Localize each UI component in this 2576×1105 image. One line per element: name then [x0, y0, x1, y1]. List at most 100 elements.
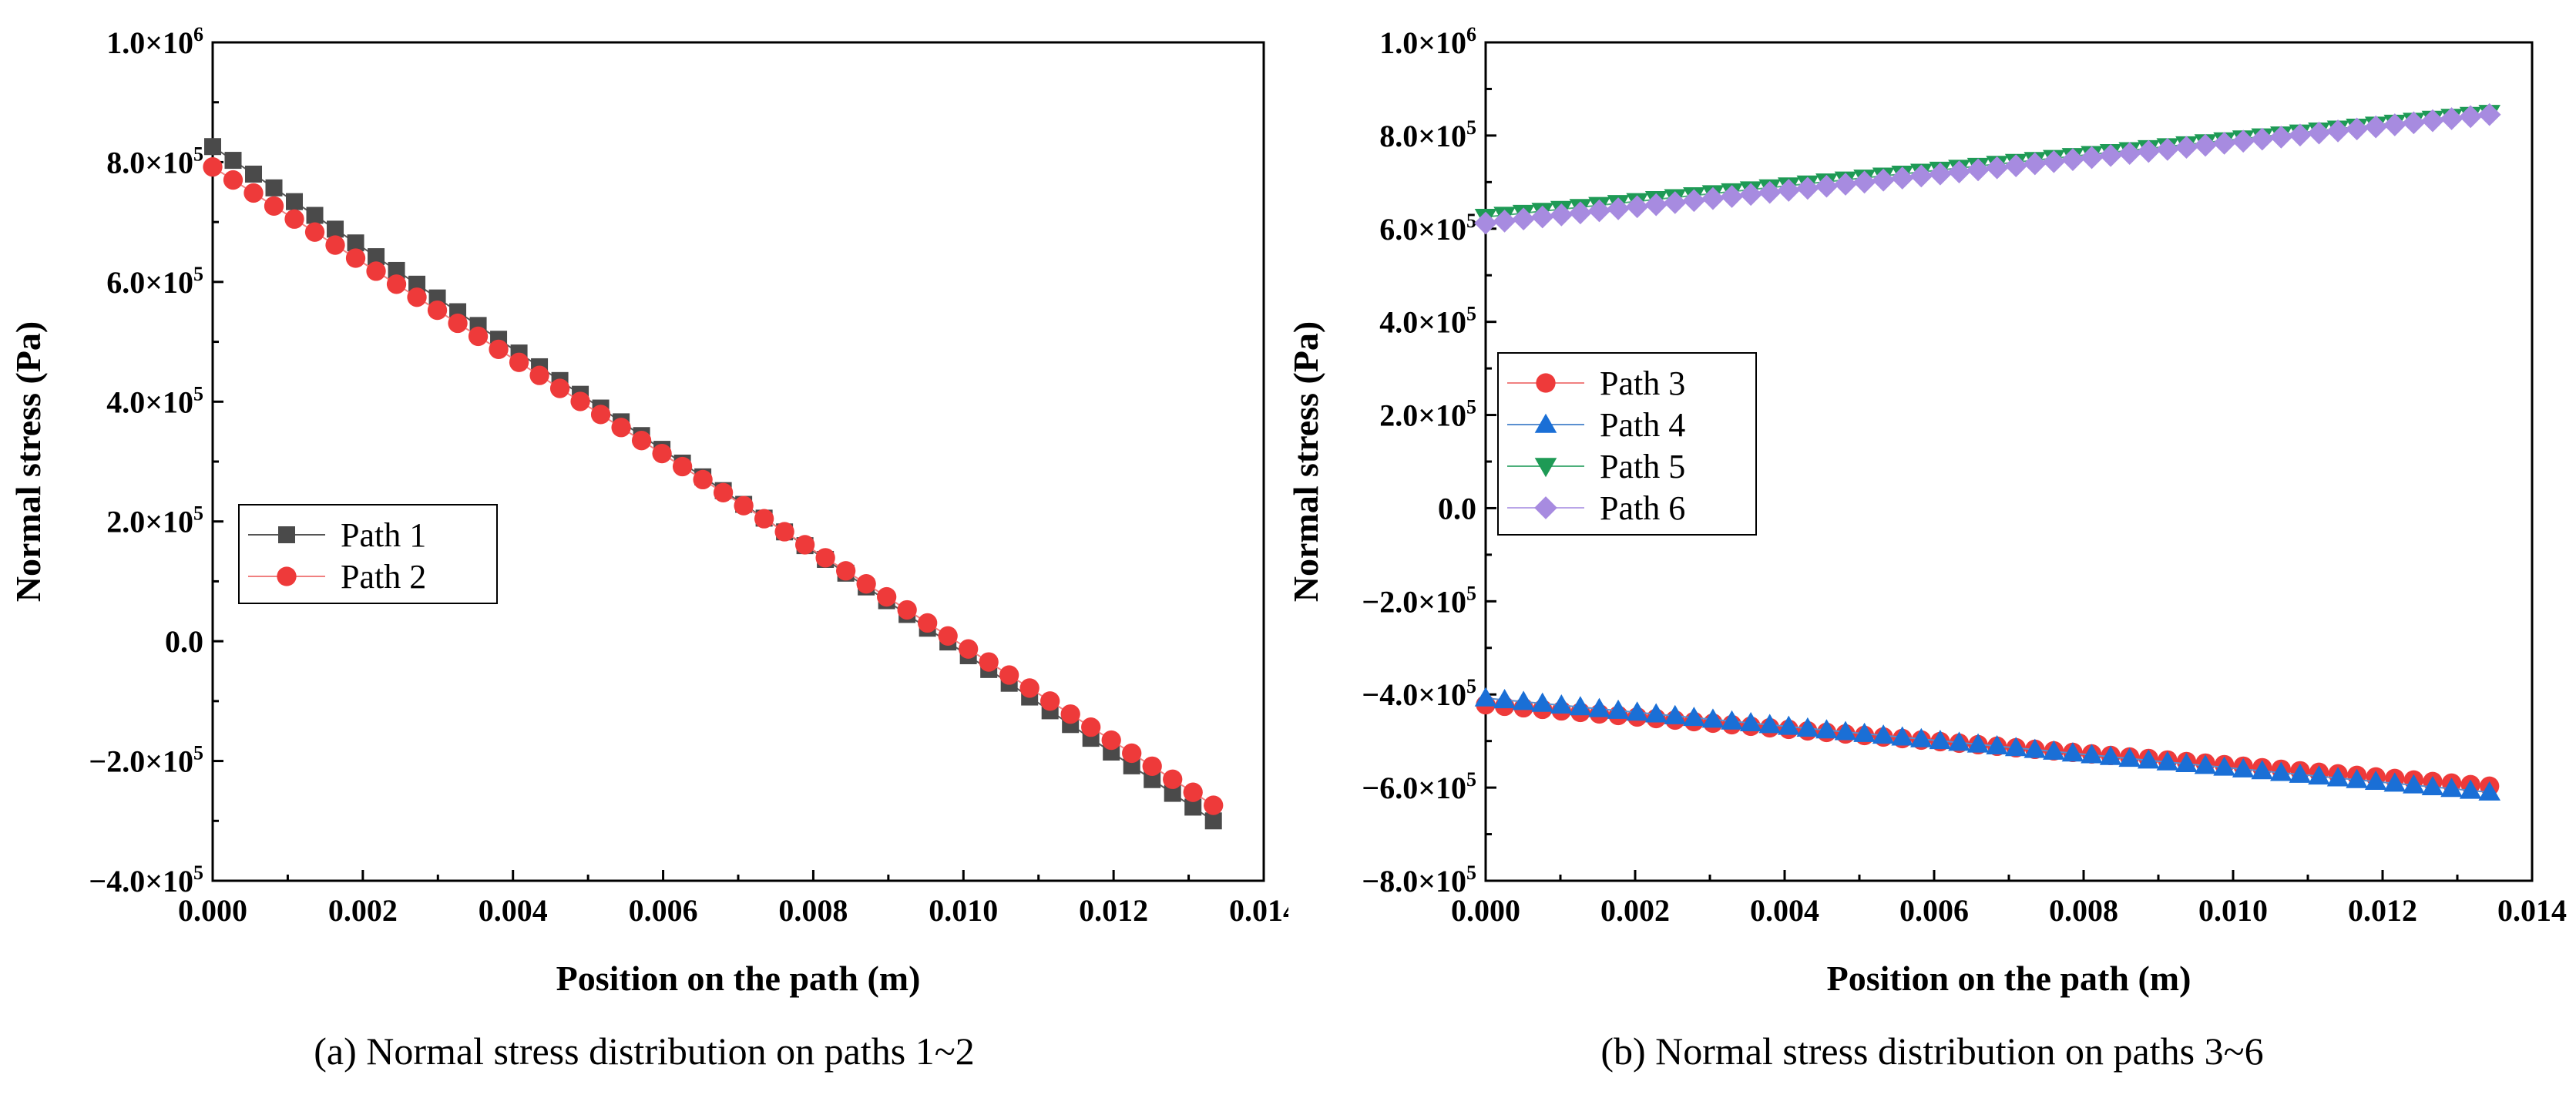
chart-a-caption: (a) Normal stress distribution on paths …	[314, 1029, 975, 1073]
data-point	[1852, 170, 1876, 194]
data-point	[1530, 205, 1554, 229]
y-tick-label: −4.0×105	[1362, 675, 1476, 712]
data-point	[388, 261, 405, 279]
data-point	[2326, 119, 2349, 143]
data-point	[2137, 139, 2161, 163]
data-point	[2213, 756, 2235, 776]
data-point	[1474, 687, 1497, 707]
data-point	[1947, 160, 1971, 183]
data-point	[1144, 771, 1161, 788]
data-point	[2346, 768, 2368, 788]
data-point	[734, 495, 754, 516]
data-point	[1664, 704, 1687, 724]
data-point	[1985, 156, 2009, 180]
x-tick-label: 0.006	[1899, 893, 1969, 928]
data-point	[1796, 717, 1819, 737]
y-tick-label: 0.0	[165, 624, 203, 659]
data-point	[672, 456, 693, 477]
data-point	[1701, 186, 1725, 210]
data-point	[2269, 126, 2293, 149]
x-tick-label: 0.014	[1229, 893, 1288, 928]
data-point	[509, 352, 529, 372]
data-point	[2459, 105, 2482, 129]
data-point	[1796, 176, 1819, 200]
y-tick-label: 8.0×105	[1379, 116, 1476, 153]
data-point	[1986, 734, 2008, 754]
data-point	[366, 261, 386, 281]
data-point	[835, 561, 856, 581]
data-point	[2270, 761, 2292, 781]
data-point	[1815, 719, 1838, 739]
data-point	[2308, 765, 2330, 785]
data-point	[611, 418, 631, 438]
data-point	[245, 165, 263, 183]
data-point	[2004, 737, 2027, 757]
legend-marker	[277, 566, 297, 586]
data-point	[2175, 752, 2198, 773]
data-point	[1929, 162, 1952, 186]
data-point	[1512, 690, 1535, 710]
data-point	[1872, 168, 1896, 192]
data-point	[2024, 738, 2047, 758]
data-point	[1909, 164, 1933, 188]
data-point	[1721, 710, 1743, 730]
x-tick-label: 0.010	[929, 893, 998, 928]
data-point	[1569, 696, 1592, 716]
data-point	[1701, 708, 1725, 728]
data-point	[2459, 779, 2482, 799]
y-tick-label: −6.0×105	[1362, 768, 1476, 805]
data-point	[2440, 778, 2463, 798]
chart-b-caption: (b) Normal stress distribution on paths …	[1600, 1029, 2264, 1073]
y-tick-label: 6.0×105	[106, 263, 203, 300]
data-point	[2118, 142, 2141, 166]
data-point	[938, 626, 958, 646]
series-path-1	[204, 138, 1222, 830]
data-point	[304, 222, 325, 242]
y-tick-label: −4.0×105	[89, 861, 203, 898]
data-point	[1101, 730, 1121, 751]
data-point	[1588, 697, 1610, 717]
data-point	[347, 234, 364, 252]
x-tick-label: 0.000	[1451, 893, 1520, 928]
data-point	[2232, 129, 2255, 153]
data-point	[1683, 707, 1705, 727]
data-point	[754, 509, 774, 529]
legend-label: Path 6	[1600, 489, 1685, 527]
legend: Path 1 Path 2	[238, 504, 498, 604]
x-axis-label: Position on the path (m)	[1827, 959, 2191, 998]
x-tick-label: 0.004	[1750, 893, 1819, 928]
data-point	[918, 613, 938, 633]
data-point	[693, 469, 713, 490]
y-axis-label: Normal stress (Pa)	[1288, 321, 1325, 603]
chart-a-plot: 1.0×106 8.0×105 6.0×105 4.0×105 2.0×105 0.0 −2…	[8, 23, 1288, 998]
data-point	[2194, 754, 2217, 774]
x-tick-label: 0.002	[1600, 893, 1670, 928]
y-tick-label: 1.0×106	[106, 23, 203, 60]
data-point	[2043, 740, 2065, 760]
x-tick-label: 0.014	[2497, 893, 2567, 928]
legend-marker	[1536, 373, 1556, 393]
data-point	[2421, 109, 2444, 133]
x-tick-label: 0.004	[479, 893, 548, 928]
data-point	[1948, 731, 1970, 751]
data-point	[570, 391, 590, 411]
data-point	[1142, 756, 1162, 777]
x-tick-label: 0.010	[2198, 893, 2268, 928]
y-tick-label: 0.0	[1438, 491, 1476, 526]
data-point	[1890, 166, 1914, 190]
data-point	[652, 443, 672, 464]
data-point	[897, 600, 917, 620]
data-point	[264, 196, 284, 217]
series-path-4	[1474, 687, 2501, 801]
data-point	[877, 586, 897, 607]
data-point	[386, 274, 407, 294]
data-point	[631, 431, 652, 451]
data-point	[1966, 733, 1990, 753]
legend: Path 3 Path 4 Path 5 Path 6	[1497, 352, 1757, 536]
data-point	[286, 193, 304, 210]
data-point	[549, 378, 570, 398]
x-tick-label: 0.012	[1079, 893, 1148, 928]
chart-panel-b: 1.0×106 8.0×105 6.0×105 4.0×105 2.0×105 0.0 −2…	[1288, 0, 2576, 1105]
data-point	[1204, 812, 1222, 830]
data-point	[1834, 173, 1857, 196]
